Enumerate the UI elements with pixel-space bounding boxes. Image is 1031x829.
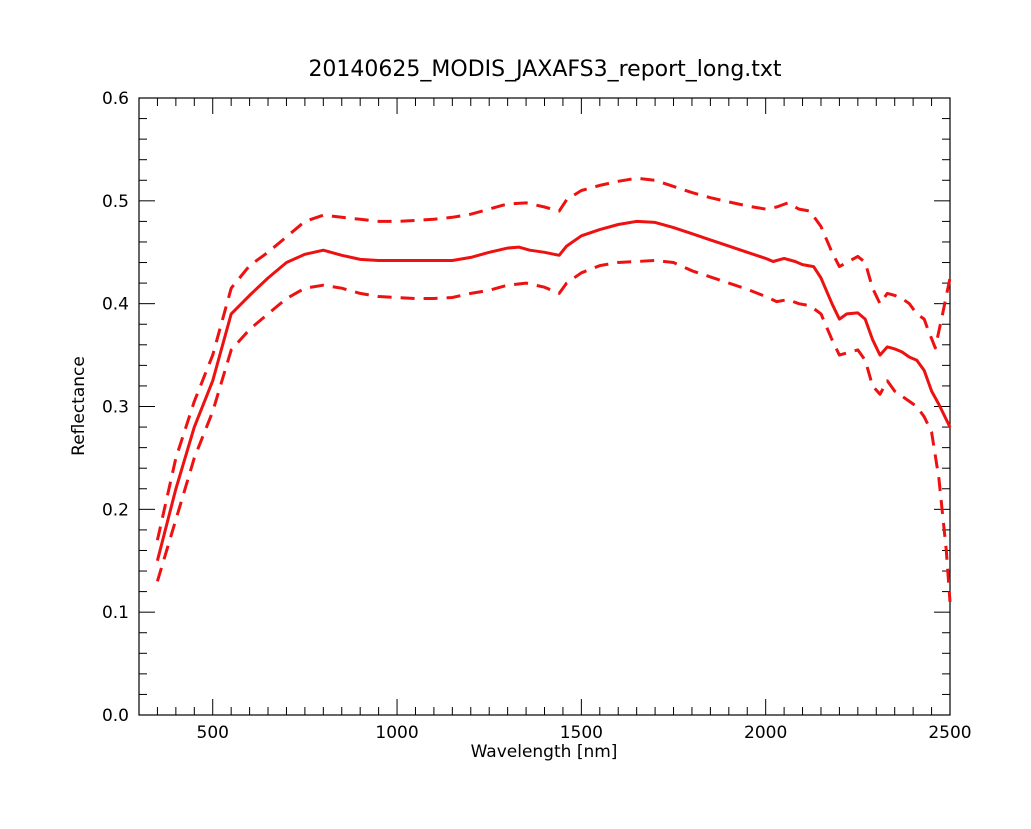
data-series-group bbox=[155, 176, 952, 603]
y-tick-label: 0.3 bbox=[102, 398, 129, 418]
x-tick-label: 1000 bbox=[375, 723, 418, 743]
axis-ticks bbox=[139, 97, 951, 716]
y-tick-label: 0.4 bbox=[102, 295, 129, 315]
x-tick-label: 2000 bbox=[744, 723, 787, 743]
series-line-0 bbox=[155, 219, 952, 562]
series-line-1 bbox=[155, 176, 952, 541]
x-tick-labels: 500 1000 1500 2000 2500 bbox=[197, 723, 972, 743]
x-axis-label: Wavelength [nm] bbox=[471, 742, 618, 762]
plot-area bbox=[138, 97, 952, 716]
y-tick-label: 0.6 bbox=[102, 89, 129, 109]
y-tick-label: 0.5 bbox=[102, 192, 129, 212]
x-tick-label: 500 bbox=[197, 723, 229, 743]
chart-title: 20140625_MODIS_JAXAFS3_report_long.txt bbox=[308, 57, 781, 82]
y-tick-labels: 0.0 0.1 0.2 0.3 0.4 0.5 0.6 bbox=[102, 89, 129, 726]
y-axis-label: Reflectance bbox=[69, 356, 89, 456]
y-tick-label: 0.2 bbox=[102, 500, 129, 520]
y-tick-label: 0.0 bbox=[102, 706, 129, 726]
x-tick-label: 1500 bbox=[560, 723, 603, 743]
x-tick-label: 2500 bbox=[928, 723, 971, 743]
y-tick-label: 0.1 bbox=[102, 603, 129, 623]
series-line-2 bbox=[155, 259, 952, 603]
plot-frame bbox=[138, 97, 951, 716]
